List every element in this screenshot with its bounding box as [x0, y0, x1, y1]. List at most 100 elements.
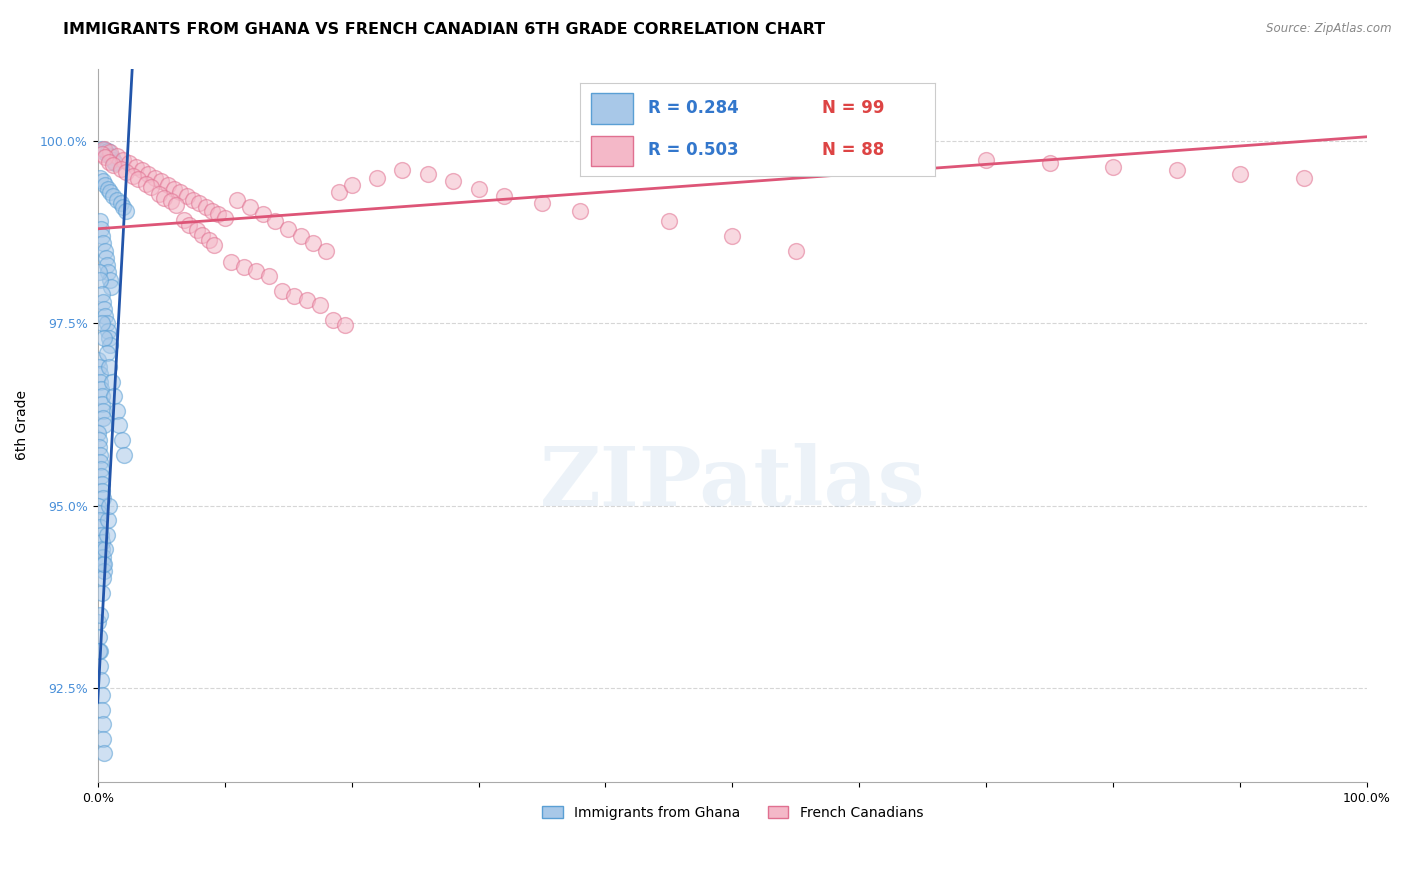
Text: ZIPatlas: ZIPatlas [540, 442, 925, 523]
Point [328, 186, 350, 200]
Point [94, 150, 117, 164]
Point [91, 702, 114, 716]
Point [219, 254, 242, 268]
Point [89, 607, 111, 622]
Point [94, 251, 117, 265]
Point [89, 644, 111, 658]
Point [94, 309, 117, 323]
Point [114, 203, 136, 218]
Point [214, 211, 236, 225]
Point [911, 149, 934, 163]
Point [90, 688, 112, 702]
Point [198, 233, 221, 247]
Point [283, 289, 305, 303]
Point [239, 200, 262, 214]
Point [91, 549, 114, 564]
Point [100, 280, 122, 294]
Point [98, 499, 121, 513]
Point [89, 440, 111, 454]
Point [90, 142, 112, 156]
Point [232, 260, 254, 274]
Point [91, 491, 114, 506]
Point [89, 375, 111, 389]
Point [89, 214, 111, 228]
Point [91, 404, 114, 418]
Point [100, 149, 122, 163]
Point [97, 265, 120, 279]
Point [90, 287, 112, 301]
Point [91, 174, 114, 188]
Point [91, 396, 114, 410]
Point [160, 194, 183, 208]
Point [87, 265, 110, 279]
Point [340, 178, 363, 192]
Point [165, 198, 187, 212]
Point [658, 214, 681, 228]
Point [135, 177, 157, 191]
Point [96, 345, 118, 359]
Point [90, 382, 112, 396]
Point [100, 145, 122, 160]
Point [100, 375, 122, 389]
Point [1229, 167, 1251, 181]
Point [118, 156, 141, 170]
Point [87, 506, 110, 520]
Point [90, 476, 112, 491]
Point [103, 389, 125, 403]
Point [100, 186, 122, 200]
Point [1102, 160, 1125, 174]
Point [89, 448, 111, 462]
Point [89, 513, 111, 527]
Point [148, 186, 170, 201]
Point [93, 142, 115, 156]
Point [152, 191, 174, 205]
Point [110, 196, 132, 211]
Point [94, 542, 117, 557]
Point [785, 244, 807, 258]
Point [89, 273, 111, 287]
Point [111, 433, 134, 447]
Point [90, 527, 112, 541]
Point [138, 167, 160, 181]
Point [94, 178, 117, 192]
Point [96, 147, 118, 161]
Point [90, 535, 112, 549]
Point [181, 193, 204, 207]
Point [87, 352, 110, 367]
Point [530, 196, 553, 211]
Point [194, 200, 217, 214]
Point [93, 301, 115, 316]
Point [131, 163, 153, 178]
Point [90, 389, 112, 403]
Point [207, 207, 229, 221]
Point [100, 338, 122, 352]
Point [492, 189, 515, 203]
Point [98, 360, 121, 375]
Point [89, 658, 111, 673]
Point [93, 244, 115, 258]
Point [96, 258, 118, 272]
Point [93, 331, 115, 345]
Point [93, 557, 115, 571]
Point [848, 145, 870, 160]
Point [87, 360, 110, 375]
Point [721, 229, 744, 244]
Point [87, 433, 110, 447]
Point [150, 174, 173, 188]
Point [90, 462, 112, 476]
Point [105, 193, 128, 207]
Point [93, 418, 115, 433]
Point [93, 746, 115, 760]
Point [416, 167, 439, 181]
Point [90, 147, 112, 161]
Point [108, 418, 131, 433]
Point [441, 174, 464, 188]
Point [302, 236, 325, 251]
Point [252, 207, 274, 221]
Point [270, 284, 292, 298]
Point [139, 179, 162, 194]
Point [89, 520, 111, 534]
Point [89, 368, 111, 382]
Point [125, 160, 148, 174]
Point [90, 673, 112, 688]
